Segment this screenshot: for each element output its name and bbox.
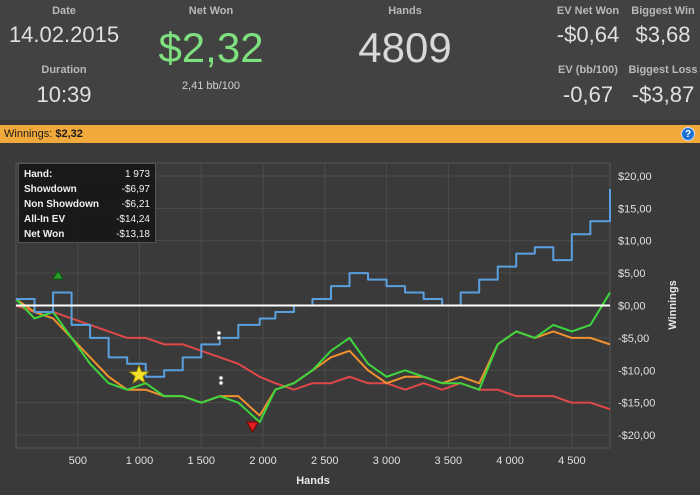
- tooltip-row-hand: Hand: 1 973: [24, 167, 150, 182]
- ev-bb-value: -0,67: [562, 82, 614, 107]
- tooltip-label: Hand:: [24, 169, 53, 180]
- hover-point-icon: [216, 335, 222, 341]
- tooltip-label: All-In EV: [24, 214, 66, 225]
- x-tick-label: 3 000: [373, 455, 401, 467]
- tooltip-value: -$6,21: [121, 199, 150, 210]
- series-line-showdown: [15, 292, 611, 424]
- biggest-win-value: $3,68: [635, 22, 691, 47]
- date-value: 14.02.2015: [8, 22, 120, 47]
- tooltip-value: -$6,97: [121, 184, 150, 195]
- hover-point-icon: [218, 380, 224, 386]
- net-won-label: Net Won: [188, 5, 234, 17]
- winnings-bar: Winnings: $2,32 ?: [0, 125, 700, 143]
- hand-tooltip: Hand: 1 973 Showdown -$6,97 Non Showdown…: [18, 163, 156, 243]
- y-tick-label: -$10,00: [618, 365, 655, 377]
- biggest-loss-value: -$3,87: [631, 82, 695, 107]
- hands-label: Hands: [388, 5, 422, 17]
- x-axis-ticks: 500 1 000 1 500 2 000 2 500 3 000 3 500 4 000 4 …: [69, 455, 586, 467]
- y-axis-ticks: $20,00 $15,00 $10,00 $5,00 $0,00 -$5,00 -$10,0…: [618, 171, 655, 442]
- date-label: Date: [52, 5, 76, 17]
- ev-net-won-label: EV Net Won: [556, 5, 620, 17]
- duration-label: Duration: [41, 64, 87, 76]
- ev-bb-label: EV (bb/100): [558, 64, 618, 76]
- x-tick-label: 4 000: [496, 455, 524, 467]
- tooltip-value: -$13,18: [116, 229, 150, 240]
- y-tick-label: $15,00: [618, 203, 652, 215]
- tooltip-row-net-won: Net Won -$13,18: [24, 227, 150, 242]
- y-tick-label: $5,00: [618, 268, 646, 280]
- series-line-net-won: [16, 188, 611, 378]
- x-tick-label: 1 500: [188, 455, 216, 467]
- biggest-loss-label: Biggest Loss: [628, 64, 698, 76]
- y-axis-label: Winnings: [667, 280, 679, 329]
- y-tick-label: -$20,00: [618, 430, 655, 442]
- bb-per-100: 2,41 bb/100: [181, 80, 241, 92]
- hands-value: 4809: [358, 24, 452, 71]
- x-axis-label: Hands: [296, 475, 330, 487]
- winnings-bar-label: Winnings:: [4, 128, 53, 140]
- tooltip-row-all-in-ev: All-In EV -$14,24: [24, 212, 150, 227]
- x-tick-label: 2 500: [311, 455, 339, 467]
- y-tick-label: -$5,00: [618, 333, 649, 345]
- tooltip-row-showdown: Showdown -$6,97: [24, 182, 150, 197]
- ev-net-won-value: -$0,64: [556, 22, 620, 47]
- x-tick-label: 4 500: [558, 455, 586, 467]
- x-tick-label: 1 000: [126, 455, 154, 467]
- y-tick-label: $20,00: [618, 171, 652, 183]
- series-line-non-showdown: [15, 304, 611, 411]
- tooltip-label: Showdown: [24, 184, 77, 195]
- chart-markers: [52, 270, 259, 434]
- y-tick-label: -$15,00: [618, 398, 655, 410]
- biggest-loss-marker-icon: [246, 421, 259, 434]
- y-tick-label: $0,00: [618, 301, 646, 313]
- x-tick-label: 500: [69, 455, 87, 467]
- help-icon[interactable]: ?: [681, 127, 695, 141]
- star-marker-icon: [128, 363, 150, 385]
- tooltip-value: 1 973: [124, 169, 150, 180]
- biggest-win-marker-icon: [52, 270, 64, 280]
- x-tick-label: 3 500: [435, 455, 463, 467]
- tooltip-label: Net Won: [24, 229, 65, 240]
- tooltip-value: -$14,24: [116, 214, 150, 225]
- net-won-value: $2,32: [158, 24, 264, 71]
- y-tick-label: $10,00: [618, 236, 652, 248]
- hover-point-icon: [218, 375, 224, 381]
- duration-value: 10:39: [36, 82, 92, 107]
- biggest-win-label: Biggest Win: [631, 5, 695, 17]
- tooltip-label: Non Showdown: [24, 199, 99, 210]
- hover-point-icon: [216, 330, 222, 336]
- tooltip-row-non-showdown: Non Showdown -$6,21: [24, 197, 150, 212]
- chart-series-layer: [15, 188, 611, 424]
- winnings-bar-value: $2,32: [55, 128, 83, 140]
- x-tick-label: 2 000: [249, 455, 277, 467]
- session-stats-panel: Date 14.02.2015 Duration 10:39 Net Won $…: [0, 0, 700, 120]
